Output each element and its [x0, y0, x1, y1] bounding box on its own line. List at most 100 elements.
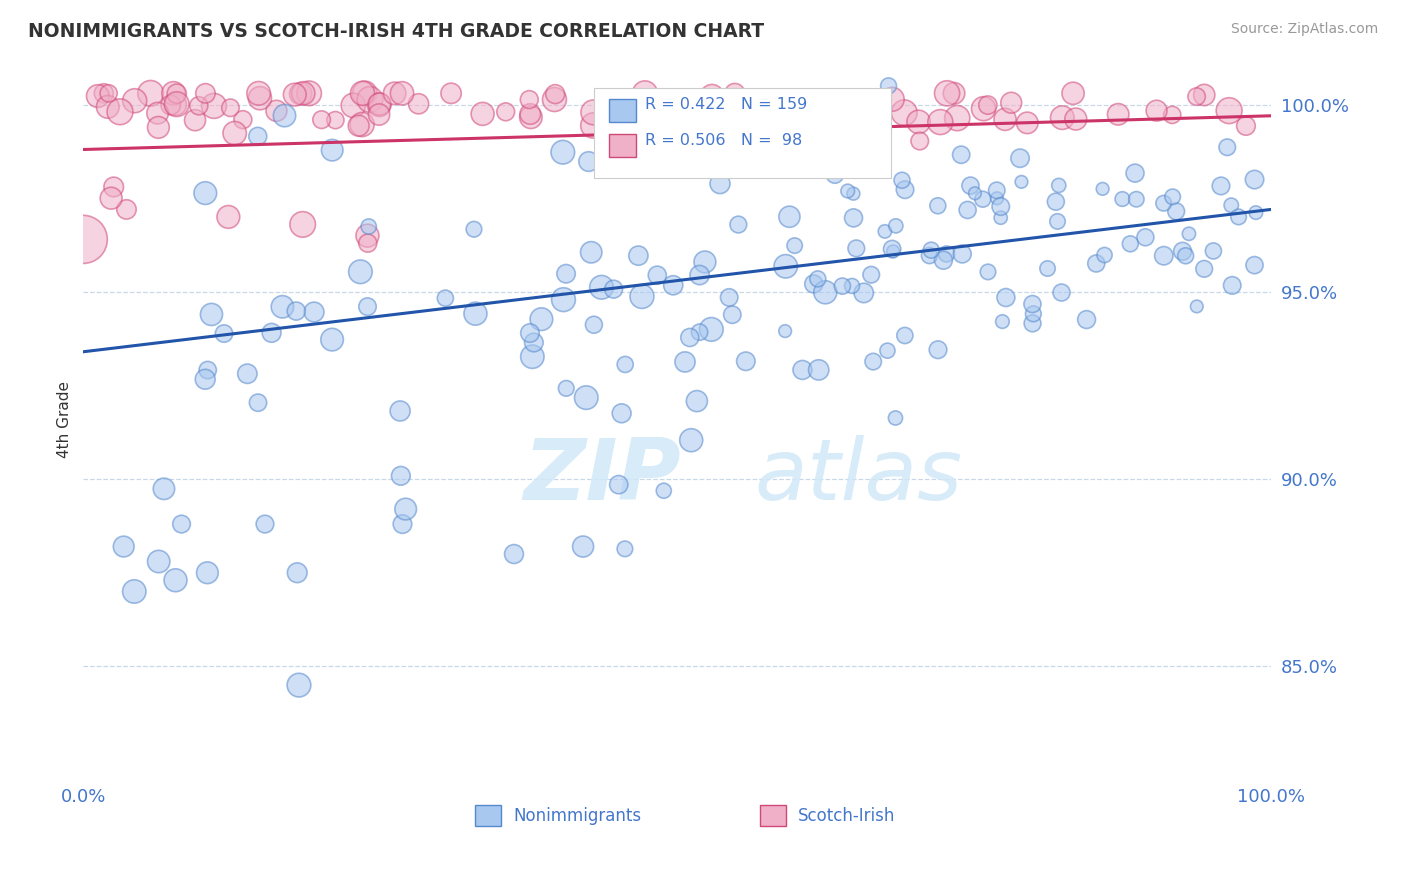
Point: [1178, 227, 1201, 241]
Point: [166, 87, 188, 101]
Point: [894, 183, 917, 197]
Point: [100, 191, 122, 205]
Point: [530, 312, 553, 326]
Point: [1216, 140, 1239, 154]
Point: [357, 219, 380, 234]
Point: [824, 168, 846, 182]
Point: [681, 433, 703, 447]
Point: [1045, 194, 1067, 209]
Point: [929, 115, 952, 129]
Point: [956, 202, 979, 217]
Point: [368, 97, 391, 112]
Point: [1046, 214, 1069, 228]
Point: [440, 87, 463, 101]
Point: [610, 406, 633, 420]
Point: [1076, 312, 1098, 326]
Point: [627, 249, 650, 263]
Point: [654, 101, 676, 115]
Point: [1021, 297, 1043, 311]
Point: [217, 210, 239, 224]
Point: [877, 78, 900, 93]
Point: [112, 540, 135, 554]
Point: [582, 119, 605, 133]
Text: R = 0.422   N = 159: R = 0.422 N = 159: [645, 97, 807, 112]
Point: [575, 391, 598, 405]
Point: [148, 555, 170, 569]
Point: [139, 87, 162, 101]
Y-axis label: 4th Grade: 4th Grade: [58, 381, 72, 458]
Point: [1022, 307, 1045, 321]
Point: [1036, 261, 1059, 276]
Bar: [761, 805, 786, 825]
Point: [517, 93, 540, 107]
Point: [103, 180, 125, 194]
Point: [873, 224, 896, 238]
Point: [520, 111, 543, 125]
Point: [195, 566, 218, 580]
Point: [321, 333, 343, 347]
Point: [1119, 236, 1142, 251]
Point: [841, 279, 863, 293]
Point: [522, 350, 544, 364]
Point: [837, 184, 859, 198]
Text: Nonimmigrants: Nonimmigrants: [513, 807, 641, 825]
Point: [773, 100, 796, 114]
Point: [347, 119, 370, 133]
Point: [284, 87, 307, 102]
Point: [599, 93, 621, 107]
Point: [990, 211, 1012, 225]
Point: [353, 87, 375, 101]
Point: [246, 129, 269, 144]
Point: [249, 91, 271, 105]
Point: [1125, 192, 1147, 206]
Point: [1062, 87, 1084, 101]
Point: [162, 87, 184, 101]
Point: [368, 97, 391, 112]
Point: [108, 104, 131, 119]
Point: [579, 245, 602, 260]
Point: [503, 547, 526, 561]
Point: [544, 87, 567, 102]
Text: ZIP: ZIP: [523, 435, 681, 518]
Point: [631, 289, 654, 303]
Point: [1174, 249, 1197, 263]
Point: [352, 118, 374, 132]
Point: [247, 87, 270, 101]
Point: [803, 277, 825, 291]
Point: [391, 87, 413, 101]
Point: [700, 322, 723, 336]
Point: [543, 93, 565, 107]
Point: [290, 87, 312, 101]
Bar: [609, 99, 636, 122]
Point: [463, 222, 485, 236]
Point: [1161, 108, 1184, 122]
Point: [471, 107, 494, 121]
Point: [918, 249, 941, 263]
Point: [689, 268, 711, 282]
Point: [862, 354, 884, 368]
Point: [187, 99, 209, 113]
Point: [153, 482, 176, 496]
Point: [842, 211, 865, 225]
Point: [122, 584, 145, 599]
Point: [613, 541, 636, 556]
Point: [1017, 116, 1039, 130]
Point: [763, 125, 786, 139]
Point: [943, 87, 966, 101]
Point: [686, 394, 709, 409]
Point: [194, 87, 217, 101]
Point: [927, 343, 949, 357]
Point: [572, 540, 595, 554]
Point: [553, 293, 575, 307]
Point: [591, 280, 613, 294]
Point: [977, 265, 1000, 279]
Point: [807, 363, 830, 377]
Point: [342, 98, 364, 112]
Point: [389, 404, 412, 418]
Point: [395, 502, 418, 516]
Point: [1021, 317, 1043, 331]
Point: [990, 200, 1012, 214]
Text: atlas: atlas: [755, 435, 962, 518]
Point: [1135, 230, 1157, 244]
Point: [959, 178, 981, 193]
